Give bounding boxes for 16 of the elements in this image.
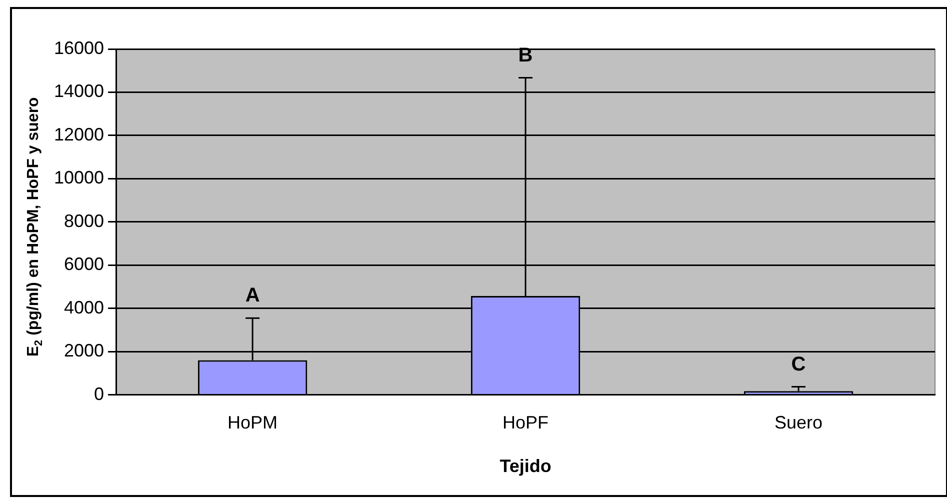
- y-tick-label: 14000: [54, 81, 104, 102]
- y-tick-label: 12000: [54, 124, 104, 144]
- annotation: A: [245, 284, 260, 307]
- x-axis-title: Tejido: [500, 456, 552, 476]
- y-tick-label: 4000: [64, 297, 104, 318]
- y-tick-label: 8000: [64, 210, 104, 231]
- y-tick-label: 10000: [54, 168, 104, 188]
- y-tick-label: 16000: [54, 38, 104, 58]
- y-tick-label: 0: [94, 384, 104, 404]
- x-tick-label: Suero: [774, 412, 823, 433]
- x-tick-label: HoPF: [502, 412, 549, 433]
- y-tick-label: 6000: [64, 254, 104, 274]
- annotation: C: [791, 353, 806, 376]
- x-tick-label: HoPM: [228, 412, 278, 433]
- y-axis-title: E2 (pg/ml) en HoPM, HoPF y suero: [25, 96, 45, 357]
- y-tick-label: 2000: [64, 340, 104, 361]
